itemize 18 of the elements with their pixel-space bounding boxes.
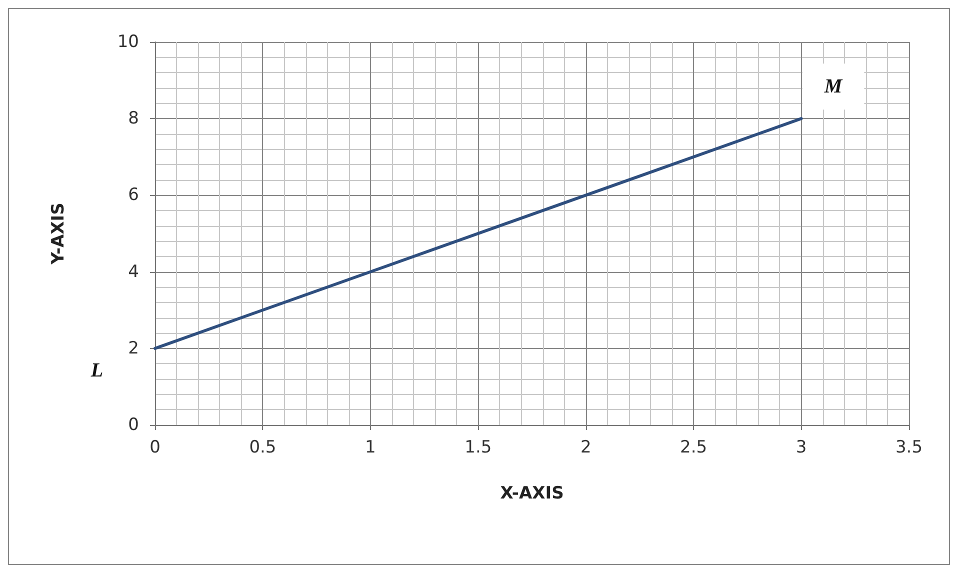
x-tick-label: 3 xyxy=(796,438,807,458)
x-axis-title: X-AXIS xyxy=(500,484,564,504)
annotation: L xyxy=(90,359,104,382)
y-tick-label: 2 xyxy=(128,338,139,358)
annotation: M xyxy=(823,76,844,98)
x-tick-label: 2.5 xyxy=(680,438,708,458)
y-tick-label: 0 xyxy=(128,415,139,435)
x-tick-label: 1.5 xyxy=(464,438,492,458)
y-tick-label: 8 xyxy=(128,108,139,129)
x-tick-label: 1 xyxy=(365,438,376,458)
y-tick-label: 10 xyxy=(117,32,139,52)
x-tick-label: 0.5 xyxy=(249,438,276,458)
x-tick-label: 2 xyxy=(580,438,592,458)
x-tick-label: 3.5 xyxy=(895,438,923,458)
x-tick-label: 0 xyxy=(150,438,160,458)
y-axis-title: Y-AXIS xyxy=(48,202,68,266)
y-tick-label: 4 xyxy=(128,262,139,282)
y-tick-label: 6 xyxy=(128,185,139,206)
